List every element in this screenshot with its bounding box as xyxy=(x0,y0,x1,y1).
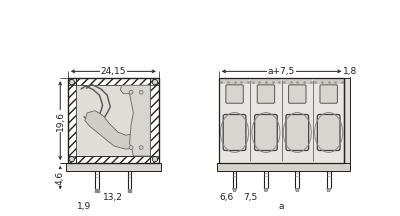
Bar xyxy=(68,78,159,163)
Bar xyxy=(76,78,150,85)
Circle shape xyxy=(152,156,158,162)
Bar xyxy=(220,79,250,84)
FancyBboxPatch shape xyxy=(320,85,337,103)
Bar xyxy=(216,163,350,171)
Circle shape xyxy=(129,146,133,149)
FancyBboxPatch shape xyxy=(286,114,309,151)
Circle shape xyxy=(139,146,143,149)
FancyBboxPatch shape xyxy=(317,114,340,151)
FancyBboxPatch shape xyxy=(223,114,246,151)
Bar xyxy=(76,85,150,156)
Polygon shape xyxy=(327,188,331,194)
Circle shape xyxy=(129,90,133,94)
FancyBboxPatch shape xyxy=(254,114,277,151)
Text: 7,5: 7,5 xyxy=(243,193,257,202)
Bar xyxy=(219,78,344,163)
Circle shape xyxy=(69,79,74,85)
Bar xyxy=(314,79,344,84)
Text: 13,2: 13,2 xyxy=(104,193,123,202)
Bar xyxy=(150,78,159,163)
Bar xyxy=(344,78,350,163)
Bar xyxy=(68,78,76,163)
Text: 6,6: 6,6 xyxy=(220,193,234,202)
Circle shape xyxy=(152,79,158,85)
Text: 19,6: 19,6 xyxy=(56,111,65,131)
Bar xyxy=(219,78,344,163)
Polygon shape xyxy=(85,111,141,149)
Bar xyxy=(66,163,161,171)
Bar xyxy=(282,79,312,84)
Polygon shape xyxy=(264,188,268,194)
FancyBboxPatch shape xyxy=(257,85,275,103)
FancyBboxPatch shape xyxy=(289,85,306,103)
Circle shape xyxy=(69,156,74,162)
Bar xyxy=(76,156,150,163)
Text: 24,15: 24,15 xyxy=(101,67,126,76)
Polygon shape xyxy=(233,188,236,194)
Text: a: a xyxy=(279,202,284,211)
Text: 4,6: 4,6 xyxy=(56,171,65,185)
Circle shape xyxy=(139,90,143,94)
Bar xyxy=(251,79,281,84)
FancyBboxPatch shape xyxy=(226,85,243,103)
Polygon shape xyxy=(295,188,299,194)
Polygon shape xyxy=(120,85,150,156)
Text: a+7,5: a+7,5 xyxy=(268,67,295,76)
Text: 1,9: 1,9 xyxy=(77,202,91,211)
Text: 1,8: 1,8 xyxy=(343,67,357,76)
Bar xyxy=(68,78,159,163)
